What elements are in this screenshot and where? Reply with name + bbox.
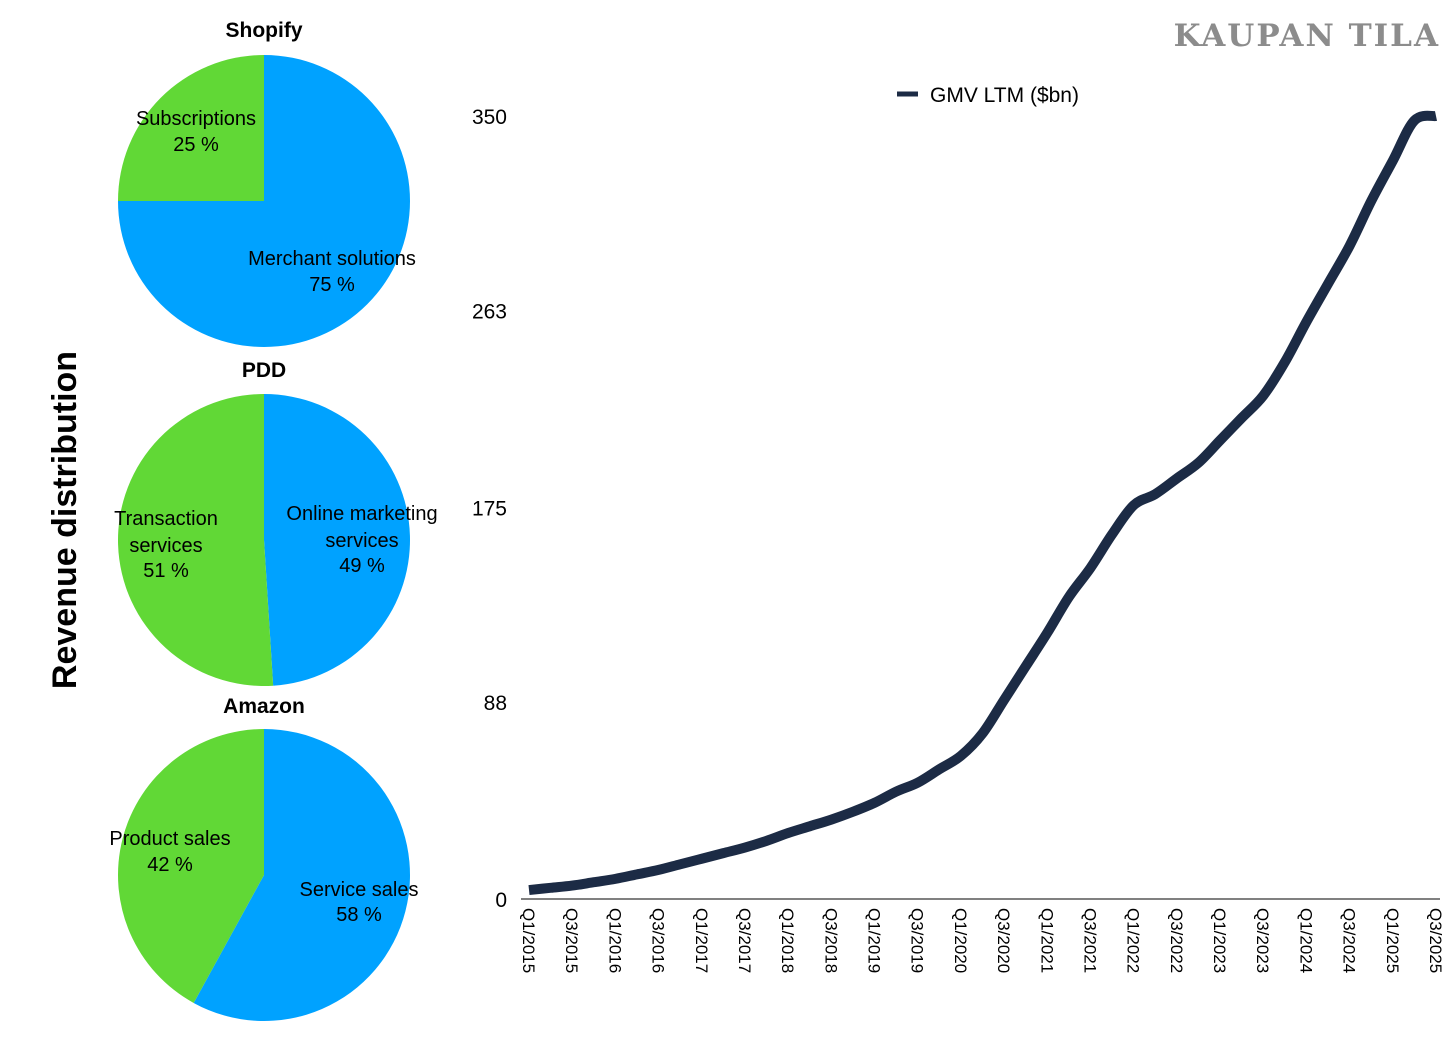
pie-slice-label: Merchant solutions (248, 248, 416, 270)
y-axis-ticks: 0 88 175 263 350 (472, 106, 507, 912)
x-tick-label: Q3/2022 (1167, 908, 1186, 973)
x-tick-label: Q3/2015 (562, 908, 581, 973)
x-tick-label: Q3/2016 (649, 908, 668, 973)
y-tick-label: 350 (472, 106, 507, 129)
pie-chart-amazon: Amazon Product sales 42 % Service sales … (109, 695, 418, 1021)
pie-slice-label: Service sales (300, 879, 419, 901)
x-tick-label: Q1/2016 (605, 908, 624, 973)
x-tick-label: Q1/2025 (1383, 908, 1402, 973)
pie-title: Amazon (223, 695, 305, 718)
pie-slice (118, 55, 264, 201)
x-tick-label: Q3/2021 (1080, 908, 1099, 973)
x-tick-label: Q3/2023 (1253, 908, 1272, 973)
pie-slice (264, 394, 410, 686)
pie-slice-label: Subscriptions (136, 108, 256, 130)
x-tick-label: Q3/2018 (821, 908, 840, 973)
pie-charts: Shopify Subscriptions 25 % Merchant solu… (109, 19, 438, 1021)
x-tick-label: Q1/2019 (865, 908, 884, 973)
x-tick-label: Q3/2019 (908, 908, 927, 973)
x-tick-label: Q1/2017 (692, 908, 711, 973)
x-tick-label: Q1/2020 (951, 908, 970, 973)
pie-chart-pdd: PDD Transaction services 51 % Online mar… (114, 359, 438, 686)
x-tick-label: Q1/2018 (778, 908, 797, 973)
pie-slice-label: services (325, 530, 398, 552)
pie-chart-shopify: Shopify Subscriptions 25 % Merchant solu… (118, 19, 416, 347)
x-tick-label: Q1/2023 (1210, 908, 1229, 973)
pie-slice-label: Online marketing (286, 503, 437, 525)
gmv-series-line (528, 110, 1438, 896)
pie-slice-value: 51 % (143, 560, 189, 582)
pie-slice-label: Product sales (109, 828, 230, 850)
x-tick-label: Q3/2017 (735, 908, 754, 973)
pie-title: Shopify (226, 19, 303, 42)
x-tick-label: Q1/2021 (1037, 908, 1056, 973)
x-axis-ticks: Q1/2015 Q3/2015 Q1/2016 Q3/2016 Q1/2017 Q3/20… (519, 908, 1445, 973)
pie-slice (193, 729, 411, 1021)
legend-label: GMV LTM ($bn) (930, 84, 1079, 107)
pie-slice-value: 75 % (309, 274, 355, 296)
y-tick-label: 263 (472, 301, 507, 324)
revenue-distribution-label: Revenue distribution (46, 351, 84, 689)
gmv-line-chart: 0 88 175 263 350 Q1/2015 Q3/2015 Q1/2016 Q3/201… (472, 84, 1445, 973)
legend: GMV LTM ($bn) (897, 84, 1079, 107)
x-tick-label: Q1/2015 (519, 908, 538, 973)
pie-slice-label: services (129, 535, 202, 557)
pie-slice-value: 42 % (147, 854, 193, 876)
y-tick-label: 0 (495, 889, 507, 912)
pie-slice-value: 58 % (336, 904, 382, 926)
y-tick-label: 175 (472, 498, 507, 521)
y-tick-label: 88 (484, 692, 507, 715)
pie-title: PDD (242, 359, 286, 382)
pie-slice-label: Transaction (114, 508, 218, 530)
pie-slice-value: 25 % (173, 134, 219, 156)
pie-slice-value: 49 % (339, 555, 385, 577)
x-tick-label: Q1/2022 (1124, 908, 1143, 973)
x-tick-label: Q3/2024 (1340, 908, 1359, 973)
x-tick-label: Q1/2024 (1296, 908, 1315, 973)
pie-slice (118, 729, 264, 1003)
watermark: KAUPAN TILA (1174, 18, 1440, 54)
x-tick-label: Q3/2025 (1426, 908, 1445, 973)
pie-slice (117, 394, 274, 686)
x-tick-label: Q3/2020 (994, 908, 1013, 973)
